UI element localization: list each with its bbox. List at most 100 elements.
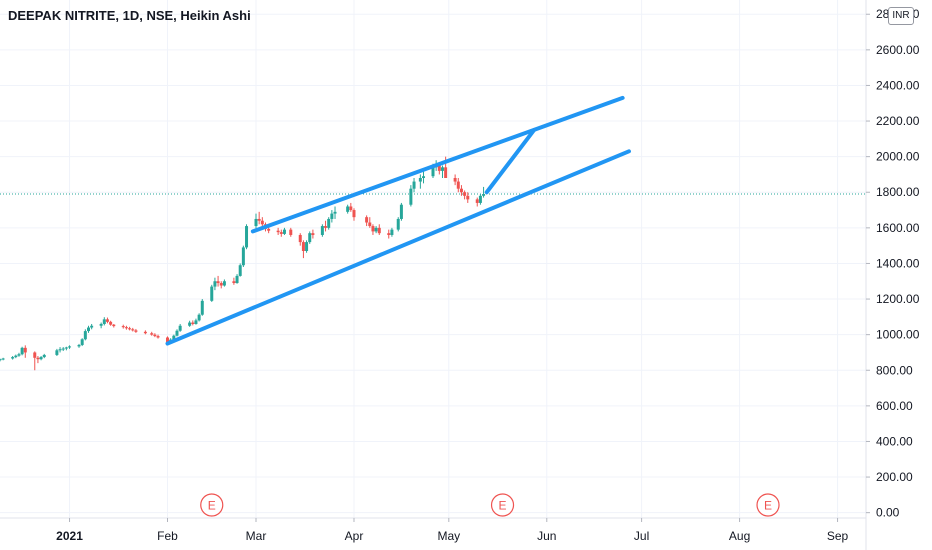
candle-body: [399, 204, 403, 219]
candle-body: [238, 265, 242, 276]
candle-body: [39, 357, 43, 360]
candle-body: [112, 324, 116, 327]
candle-body: [153, 334, 157, 337]
candle-body: [68, 346, 72, 348]
candle-body: [20, 347, 24, 355]
earnings-marker[interactable]: E: [490, 493, 515, 517]
candle-body: [216, 281, 220, 284]
candle-body: [431, 167, 435, 177]
earnings-marker-label: E: [208, 499, 216, 513]
candle-body: [276, 230, 280, 233]
candle-body: [267, 228, 271, 231]
candle-body: [17, 354, 21, 356]
earnings-marker-label: E: [764, 499, 772, 513]
candle-body: [36, 357, 40, 360]
earnings-marker-circle[interactable]: [200, 493, 224, 517]
candle-body: [327, 218, 331, 228]
candle-body: [301, 242, 305, 251]
candle-body: [330, 213, 334, 219]
candle-body: [102, 319, 106, 324]
candle-body: [14, 355, 18, 358]
candle-body: [178, 325, 182, 331]
candle-body: [150, 333, 154, 335]
currency-badge[interactable]: INR: [888, 7, 914, 25]
candle-body: [254, 218, 258, 227]
candle-body: [478, 195, 482, 203]
candle-body: [210, 286, 214, 301]
chart-grid: [0, 0, 866, 518]
candle-body: [374, 227, 378, 232]
y-tick-label: 1000.00: [876, 328, 920, 342]
earnings-marker-circle[interactable]: [756, 493, 780, 517]
upper-channel-line[interactable]: [250, 95, 625, 234]
y-tick-label: 1600.00: [876, 221, 920, 235]
x-tick-label: Jun: [537, 529, 556, 543]
candle-body: [279, 232, 283, 234]
candle-body: [134, 330, 138, 332]
candle-body: [64, 347, 68, 349]
candle-body: [352, 210, 356, 218]
y-axis-ticks: 0.00 200.00 400.00 600.00 800.00 1000.00 1200.…: [866, 7, 920, 520]
candle-body: [409, 188, 413, 205]
candle-body: [213, 281, 217, 287]
candle-body: [172, 335, 176, 340]
candle-body: [298, 234, 302, 243]
candle-body: [368, 222, 372, 227]
candle-body: [387, 233, 391, 235]
candle-body: [463, 192, 467, 196]
y-tick-label: 2400.00: [876, 78, 920, 92]
candle-body: [232, 281, 236, 284]
candle-body: [200, 300, 204, 315]
candle-body: [365, 217, 369, 223]
candle-body: [156, 336, 160, 338]
candle-body: [124, 327, 128, 329]
candle-body: [11, 357, 15, 359]
candle-body: [282, 229, 286, 234]
y-tick-label: 1400.00: [876, 256, 920, 270]
candle-body: [90, 325, 94, 328]
y-tick-label: 1800.00: [876, 185, 920, 199]
candle-body: [412, 181, 416, 189]
candle-body: [143, 331, 147, 334]
y-tick-label: 2200.00: [876, 114, 920, 128]
candle-body: [422, 176, 426, 179]
candle-body: [188, 322, 192, 326]
x-tick-label: May: [437, 529, 460, 543]
candle-body: [175, 330, 179, 336]
candle-body: [61, 348, 65, 350]
candle-body: [289, 229, 293, 235]
x-tick-label: Apr: [345, 529, 364, 543]
candle-body: [456, 181, 460, 189]
candle-body: [191, 322, 195, 324]
candle-body: [197, 314, 201, 321]
trendline-group[interactable]: [165, 95, 631, 346]
candle-body: [166, 337, 170, 343]
earnings-marker[interactable]: E: [756, 493, 780, 517]
candle-body: [444, 167, 448, 179]
candle-body: [320, 226, 324, 235]
candle-body: [459, 188, 463, 193]
earnings-marker-circle[interactable]: [490, 493, 515, 517]
y-tick-label: 2600.00: [876, 43, 920, 57]
candle-body: [371, 226, 375, 232]
y-tick-label: 400.00: [876, 434, 913, 448]
candle-body: [346, 206, 350, 212]
candle-body: [121, 326, 125, 328]
candle-body: [349, 206, 353, 211]
candle-body: [241, 247, 245, 266]
candle-body: [308, 233, 312, 243]
earnings-marker[interactable]: E: [200, 493, 224, 517]
candle-body: [194, 320, 198, 324]
candle-body: [305, 242, 309, 251]
lower-channel-line[interactable]: [165, 149, 631, 346]
candle-body: [475, 199, 479, 203]
candle-body: [128, 328, 132, 330]
projection-line[interactable]: [484, 127, 537, 195]
y-tick-label: 0.00: [876, 506, 900, 520]
y-tick-label: 200.00: [876, 470, 913, 484]
x-tick-label: Aug: [729, 529, 750, 543]
candle-body: [1, 358, 5, 360]
x-tick-label: Mar: [246, 529, 267, 543]
